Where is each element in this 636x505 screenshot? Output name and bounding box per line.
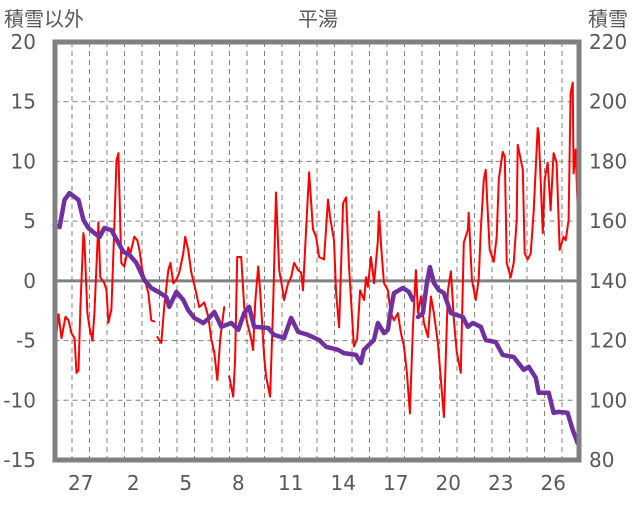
left-tick-label: -15 bbox=[3, 448, 36, 472]
left-tick-label: -5 bbox=[16, 329, 36, 353]
left-tick-label: 0 bbox=[23, 269, 36, 293]
left-tick-label: -10 bbox=[3, 388, 36, 412]
left-tick-label: 5 bbox=[23, 209, 36, 233]
x-tick-label: 26 bbox=[541, 471, 566, 495]
right-tick-label: 120 bbox=[589, 329, 627, 353]
x-tick-label: 20 bbox=[436, 471, 461, 495]
non-snow-series-line bbox=[53, 81, 581, 418]
left-axis-title: 積雪以外 bbox=[4, 7, 84, 31]
left-tick-label: 20 bbox=[11, 30, 36, 54]
x-tick-label: 27 bbox=[68, 471, 93, 495]
right-tick-label: 100 bbox=[589, 388, 627, 412]
x-tick-label: 8 bbox=[232, 471, 245, 495]
right-tick-label: 80 bbox=[589, 448, 614, 472]
x-tick-label: 14 bbox=[331, 471, 356, 495]
left-tick-label: 15 bbox=[11, 90, 36, 114]
chart-title: 平湯 bbox=[298, 7, 338, 31]
left-tick-label: 10 bbox=[11, 149, 36, 173]
series-lines bbox=[52, 81, 582, 448]
right-tick-label: 220 bbox=[589, 30, 627, 54]
right-axis-title: 積雪 bbox=[588, 7, 628, 31]
right-tick-label: 200 bbox=[589, 90, 627, 114]
right-tick-label: 180 bbox=[589, 149, 627, 173]
x-tick-label: 17 bbox=[383, 471, 408, 495]
right-tick-label: 160 bbox=[589, 209, 627, 233]
snow-depth-series-line bbox=[52, 190, 582, 448]
tick-labels: 20151050-5-10-15220200180160140120100802… bbox=[3, 30, 627, 495]
x-tick-label: 23 bbox=[488, 471, 513, 495]
gridlines bbox=[54, 42, 580, 460]
x-tick-label: 5 bbox=[179, 471, 192, 495]
x-tick-label: 2 bbox=[127, 471, 140, 495]
right-tick-label: 140 bbox=[589, 269, 627, 293]
plot-frame bbox=[52, 39, 582, 463]
x-tick-label: 11 bbox=[278, 471, 303, 495]
